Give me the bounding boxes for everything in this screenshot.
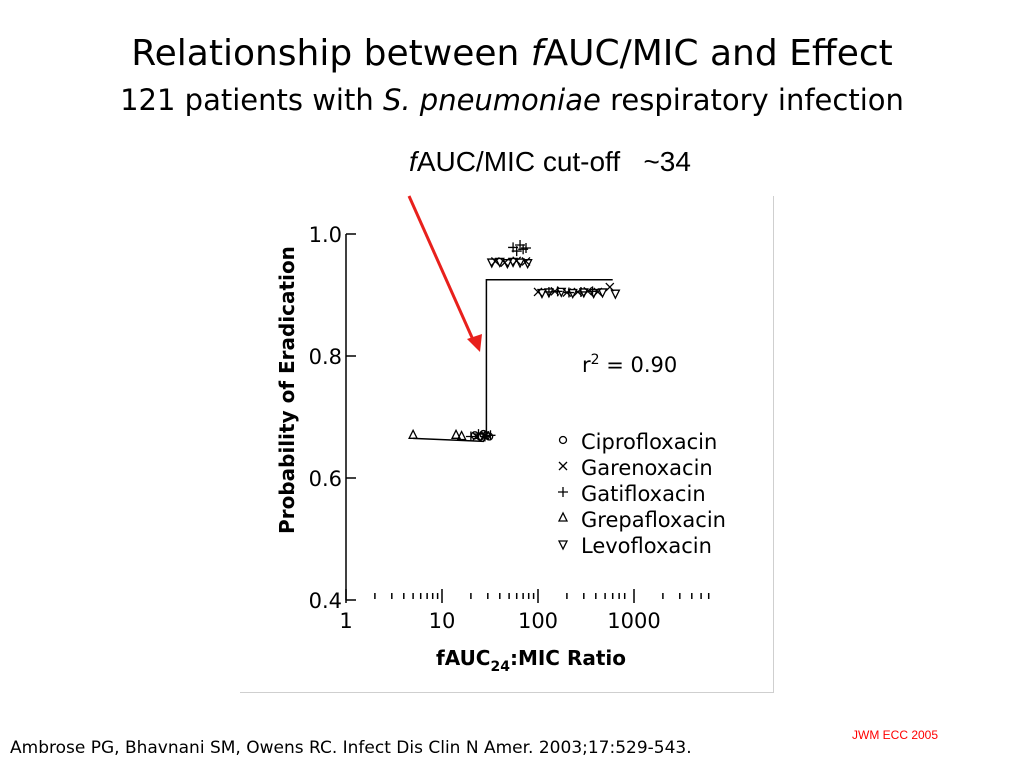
data-point-triangle-up <box>450 428 462 439</box>
legend-label: Levofloxacin <box>581 534 712 558</box>
y-tick-label: 0.6 <box>309 467 342 491</box>
subtitle-prefix: 121 patients with <box>120 83 383 117</box>
citation: Ambrose PG, Bhavnani SM, Owens RC. Infec… <box>10 738 692 758</box>
title-italic: f <box>530 33 544 74</box>
data-point-triangle-down <box>508 257 519 268</box>
x-label-sub: 24 <box>490 659 510 675</box>
title-suffix: AUC/MIC and Effect <box>543 33 893 74</box>
y-axis-label: Probability of Eradication <box>275 246 299 534</box>
r2-value: = 0.90 <box>600 353 678 377</box>
chart-ticks: 0.4 0.6 0.8 1.0 1 10 100 1000 <box>309 223 710 633</box>
legend: CiprofloxacinGarenoxacinGatifloxacinGrep… <box>557 430 726 558</box>
data-point-triangle-down <box>588 288 599 300</box>
y-tick-label: 0.4 <box>309 589 342 613</box>
legend-label: Grepafloxacin <box>581 508 726 532</box>
x-label-suffix: :MIC Ratio <box>510 646 626 670</box>
legend-label: Garenoxacin <box>581 456 713 480</box>
cutoff-text: AUC/MIC cut-off ~34 <box>416 146 691 177</box>
cutoff-annotation: fAUC/MIC cut-off ~34 <box>0 145 1024 179</box>
watermark: JWM ECC 2005 <box>852 728 939 742</box>
cutoff-arrow-line <box>407 195 476 343</box>
data-point-triangle-down <box>486 258 497 269</box>
data-point-plus <box>465 431 476 442</box>
x-axis-label: fAUC24:MIC Ratio <box>436 646 626 675</box>
data-point-plus <box>485 430 496 441</box>
data-point-plus <box>511 246 522 257</box>
cutoff-italic: f <box>409 146 417 177</box>
data-point-triangle-down <box>502 259 513 270</box>
slide-title: Relationship between fAUC/MIC and Effect <box>0 32 1024 76</box>
legend-label: Gatifloxacin <box>581 482 706 506</box>
data-point-plus <box>479 431 490 442</box>
x-tick-label: 10 <box>429 609 456 633</box>
data-point-triangle-down <box>556 287 567 298</box>
r2-annotation: r2 = 0.90 <box>582 352 677 377</box>
data-point-triangle-up <box>408 428 419 439</box>
legend-marker-x <box>558 461 568 471</box>
data-point-triangle-down <box>597 288 608 299</box>
data-point-triangle-up <box>456 430 467 441</box>
subtitle-suffix: respiratory infection <box>600 83 904 117</box>
data-point-plus <box>521 243 532 254</box>
legend-marker-circle <box>558 435 568 445</box>
subtitle-italic: S. pneumoniae <box>382 83 601 117</box>
x-tick-label: 1 <box>339 609 352 633</box>
x-label-main: fAUC <box>436 646 490 670</box>
data-point-triangle-down <box>536 288 548 300</box>
x-tick-label: 1000 <box>607 609 660 633</box>
data-point-triangle-down <box>494 257 505 268</box>
data-point-plus <box>473 429 484 440</box>
legend-marker-triangle-up <box>557 511 569 522</box>
data-point-triangle-down <box>610 289 621 300</box>
data-point-triangle-down <box>514 258 526 269</box>
y-tick-label: 1.0 <box>309 223 342 247</box>
x-tick-label: 100 <box>518 609 558 633</box>
data-point-triangle-down <box>567 288 578 300</box>
slide-subtitle: 121 patients with S. pneumoniae respirat… <box>0 82 1024 118</box>
y-tick-label: 0.8 <box>309 345 342 369</box>
r2-label: r <box>582 353 591 377</box>
data-point-triangle-down <box>578 288 589 299</box>
data-point-triangle-down <box>522 259 533 270</box>
data-points-layer <box>408 239 621 442</box>
legend-marker-plus <box>558 487 568 497</box>
legend-marker-triangle-down <box>557 540 569 551</box>
legend-label: Ciprofloxacin <box>581 430 717 454</box>
data-point-triangle-down <box>543 288 554 299</box>
cutoff-arrow-head <box>467 334 482 352</box>
title-prefix: Relationship between <box>131 33 531 74</box>
chart-frame <box>240 196 774 693</box>
r2-sup: 2 <box>591 352 600 368</box>
